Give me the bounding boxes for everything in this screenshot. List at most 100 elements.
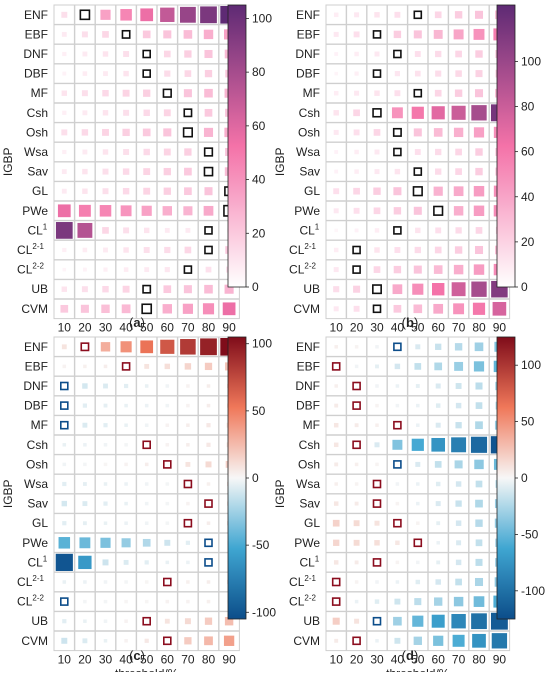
cell-square xyxy=(103,247,108,253)
cell-square xyxy=(375,364,379,369)
cell-square xyxy=(333,188,340,195)
colorbar-tick-label: 100 xyxy=(252,337,272,351)
cell-square xyxy=(416,482,420,486)
cell-square xyxy=(124,639,128,643)
cell-square xyxy=(471,613,487,630)
best-threshold-marker xyxy=(372,616,382,626)
cell-square xyxy=(123,70,129,77)
cell-square xyxy=(163,128,172,137)
cell-square xyxy=(354,423,359,428)
y-tick-label: DNF xyxy=(295,379,320,393)
x-tick-label: 40 xyxy=(391,321,405,335)
cell-square xyxy=(453,303,465,315)
cell-square xyxy=(103,462,108,467)
cell-square xyxy=(79,537,91,549)
cell-square xyxy=(184,618,191,625)
cell-square xyxy=(81,286,88,293)
cell-square xyxy=(474,10,484,19)
y-tick-label: UB xyxy=(31,282,48,296)
y-tick-label: DBF xyxy=(24,399,48,413)
cell-square xyxy=(165,423,170,427)
cell-square xyxy=(435,148,442,156)
cell-square xyxy=(431,437,446,452)
cell-square xyxy=(103,619,108,623)
cell-square xyxy=(103,482,108,486)
cell-square xyxy=(83,443,87,447)
y-tick-label: CL xyxy=(299,223,315,237)
cell-square xyxy=(375,580,379,584)
cell-square xyxy=(103,501,108,506)
y-tick-superscript: 1 xyxy=(315,222,320,231)
colorbar-tick-label: 20 xyxy=(252,226,266,240)
cell-square xyxy=(62,51,67,57)
cell-square xyxy=(455,559,462,566)
cell-square xyxy=(435,481,441,487)
cell-square xyxy=(354,149,359,155)
cell-square xyxy=(451,105,466,120)
y-tick-label: MF xyxy=(303,418,320,432)
cell-square xyxy=(475,402,483,409)
cell-square xyxy=(82,247,88,253)
cell-square xyxy=(353,539,360,546)
cell-square xyxy=(122,285,130,293)
cell-square xyxy=(454,11,463,19)
colorbar xyxy=(496,336,516,620)
best-threshold-marker xyxy=(142,284,152,294)
cell-square xyxy=(435,422,441,428)
cell-square xyxy=(395,403,400,408)
cell-square xyxy=(164,618,170,624)
cell-square xyxy=(395,482,400,486)
cell-square xyxy=(374,228,380,233)
best-threshold-marker xyxy=(142,49,151,59)
cell-square xyxy=(140,8,154,22)
y-tick-label: PWe xyxy=(22,204,48,218)
x-tick-label: 10 xyxy=(58,653,72,667)
x-tick-label: 20 xyxy=(78,653,92,667)
cell-square xyxy=(206,521,211,525)
x-tick-label: 60 xyxy=(432,653,446,667)
best-threshold-marker xyxy=(393,342,402,352)
cell-square xyxy=(62,619,67,624)
cell-square xyxy=(431,614,445,628)
best-threshold-marker xyxy=(372,30,382,39)
cell-square xyxy=(393,265,402,274)
colorbar-tick-label: 0 xyxy=(252,280,259,294)
cell-square xyxy=(470,436,488,453)
cell-square xyxy=(433,635,444,646)
cell-square xyxy=(124,423,128,427)
cell-square xyxy=(103,383,108,389)
best-threshold-marker xyxy=(59,381,69,391)
y-tick-label: CVM xyxy=(293,634,320,648)
cell-square xyxy=(140,340,154,354)
cell-square xyxy=(334,462,339,467)
y-tick-label: CL xyxy=(17,575,33,589)
cell-square xyxy=(334,403,339,408)
cell-square xyxy=(472,633,486,648)
best-threshold-marker xyxy=(59,597,69,606)
best-threshold-marker xyxy=(162,88,172,98)
cell-square xyxy=(144,482,149,486)
cell-square xyxy=(81,129,89,136)
cell-square xyxy=(475,227,483,234)
best-threshold-marker xyxy=(352,265,361,274)
cell-square xyxy=(61,169,67,175)
cell-square xyxy=(102,285,109,293)
y-tick-label: ENF xyxy=(296,340,320,354)
best-threshold-marker xyxy=(204,245,213,255)
x-tick-label: 70 xyxy=(452,653,466,667)
colorbar-tick-label: 0 xyxy=(521,280,528,294)
cell-square xyxy=(353,31,360,38)
colorbar xyxy=(227,4,247,288)
cell-square xyxy=(473,596,485,607)
y-tick-label: GL xyxy=(32,516,48,530)
cell-square xyxy=(471,281,487,297)
cell-square xyxy=(123,267,129,272)
best-threshold-marker xyxy=(413,538,423,548)
cell-square xyxy=(475,499,483,508)
colorbar xyxy=(227,336,247,620)
y-tick-label: Osh xyxy=(26,125,48,139)
cell-square xyxy=(185,540,191,545)
cell-square xyxy=(186,403,190,408)
cell-square xyxy=(102,168,109,175)
cell-square xyxy=(394,363,401,370)
